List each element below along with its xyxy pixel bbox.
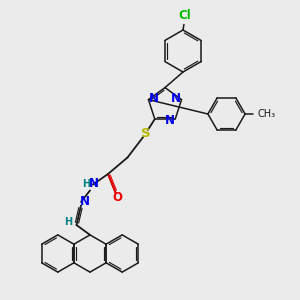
Text: N: N	[171, 92, 181, 105]
Text: S: S	[141, 127, 150, 140]
Text: O: O	[112, 190, 122, 204]
Text: N: N	[88, 177, 99, 190]
Text: H: H	[82, 179, 91, 189]
Text: Cl: Cl	[178, 9, 191, 22]
Text: H: H	[64, 217, 72, 227]
Text: CH₃: CH₃	[258, 109, 276, 119]
Text: N: N	[80, 195, 90, 208]
Text: N: N	[165, 114, 175, 127]
Text: N: N	[149, 92, 159, 105]
